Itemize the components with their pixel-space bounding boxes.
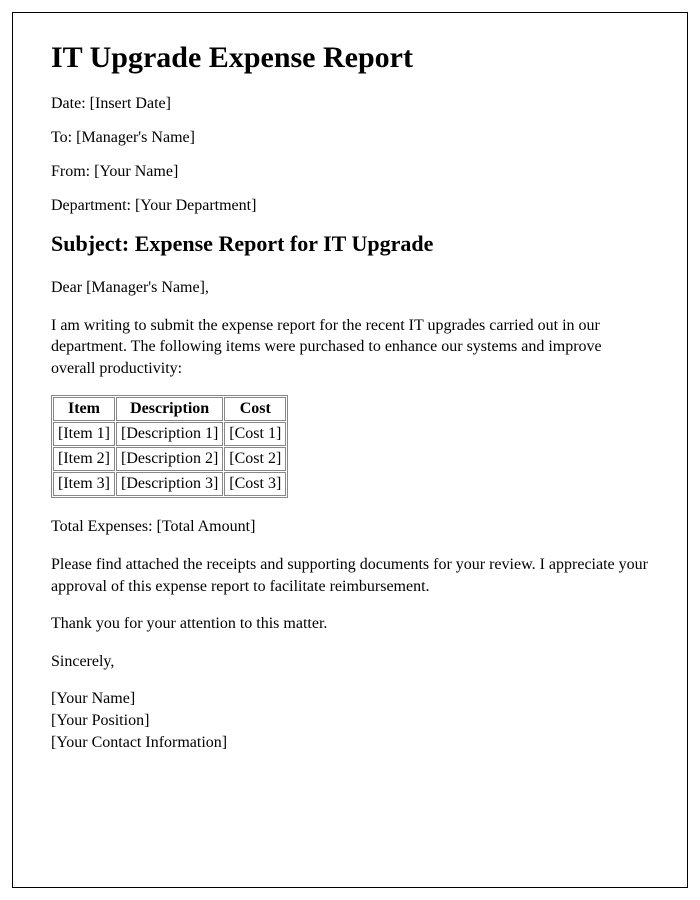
from-value: [Your Name]	[94, 163, 178, 180]
to-label: To:	[51, 129, 76, 146]
table-header-row: Item Description Cost	[53, 397, 286, 421]
from-line: From: [Your Name]	[51, 163, 649, 181]
body-paragraph-2: Please find attached the receipts and su…	[51, 554, 649, 597]
total-value: [Total Amount]	[157, 518, 256, 535]
table-row: [Item 2] [Description 2] [Cost 2]	[53, 447, 286, 471]
col-item: Item	[53, 397, 115, 421]
body-paragraph-3: Thank you for your attention to this mat…	[51, 613, 649, 635]
cell-description: [Description 3]	[116, 472, 223, 496]
cell-description: [Description 2]	[116, 447, 223, 471]
cell-item: [Item 1]	[53, 422, 115, 446]
cell-item: [Item 2]	[53, 447, 115, 471]
signature-block: [Your Name] [Your Position] [Your Contac…	[51, 688, 649, 753]
department-label: Department:	[51, 197, 135, 214]
table-row: [Item 1] [Description 1] [Cost 1]	[53, 422, 286, 446]
total-line: Total Expenses: [Total Amount]	[51, 516, 649, 538]
page-title: IT Upgrade Expense Report	[51, 41, 649, 75]
cell-description: [Description 1]	[116, 422, 223, 446]
intro-paragraph: I am writing to submit the expense repor…	[51, 315, 649, 380]
cell-item: [Item 3]	[53, 472, 115, 496]
department-line: Department: [Your Department]	[51, 197, 649, 215]
from-label: From:	[51, 163, 94, 180]
expense-table: Item Description Cost [Item 1] [Descript…	[51, 395, 288, 498]
closing: Sincerely,	[51, 651, 649, 673]
subject-heading: Subject: Expense Report for IT Upgrade	[51, 231, 649, 257]
signature-name: [Your Name]	[51, 688, 649, 710]
total-label: Total Expenses:	[51, 518, 157, 535]
signature-position: [Your Position]	[51, 710, 649, 732]
signature-contact: [Your Contact Information]	[51, 732, 649, 754]
date-value: [Insert Date]	[90, 95, 171, 112]
to-line: To: [Manager's Name]	[51, 129, 649, 147]
cell-cost: [Cost 2]	[224, 447, 286, 471]
col-description: Description	[116, 397, 223, 421]
department-value: [Your Department]	[135, 197, 256, 214]
cell-cost: [Cost 3]	[224, 472, 286, 496]
table-row: [Item 3] [Description 3] [Cost 3]	[53, 472, 286, 496]
to-value: [Manager's Name]	[76, 129, 195, 146]
document-page: IT Upgrade Expense Report Date: [Insert …	[12, 12, 688, 888]
date-label: Date:	[51, 95, 90, 112]
col-cost: Cost	[224, 397, 286, 421]
cell-cost: [Cost 1]	[224, 422, 286, 446]
salutation: Dear [Manager's Name],	[51, 277, 649, 299]
date-line: Date: [Insert Date]	[51, 95, 649, 113]
